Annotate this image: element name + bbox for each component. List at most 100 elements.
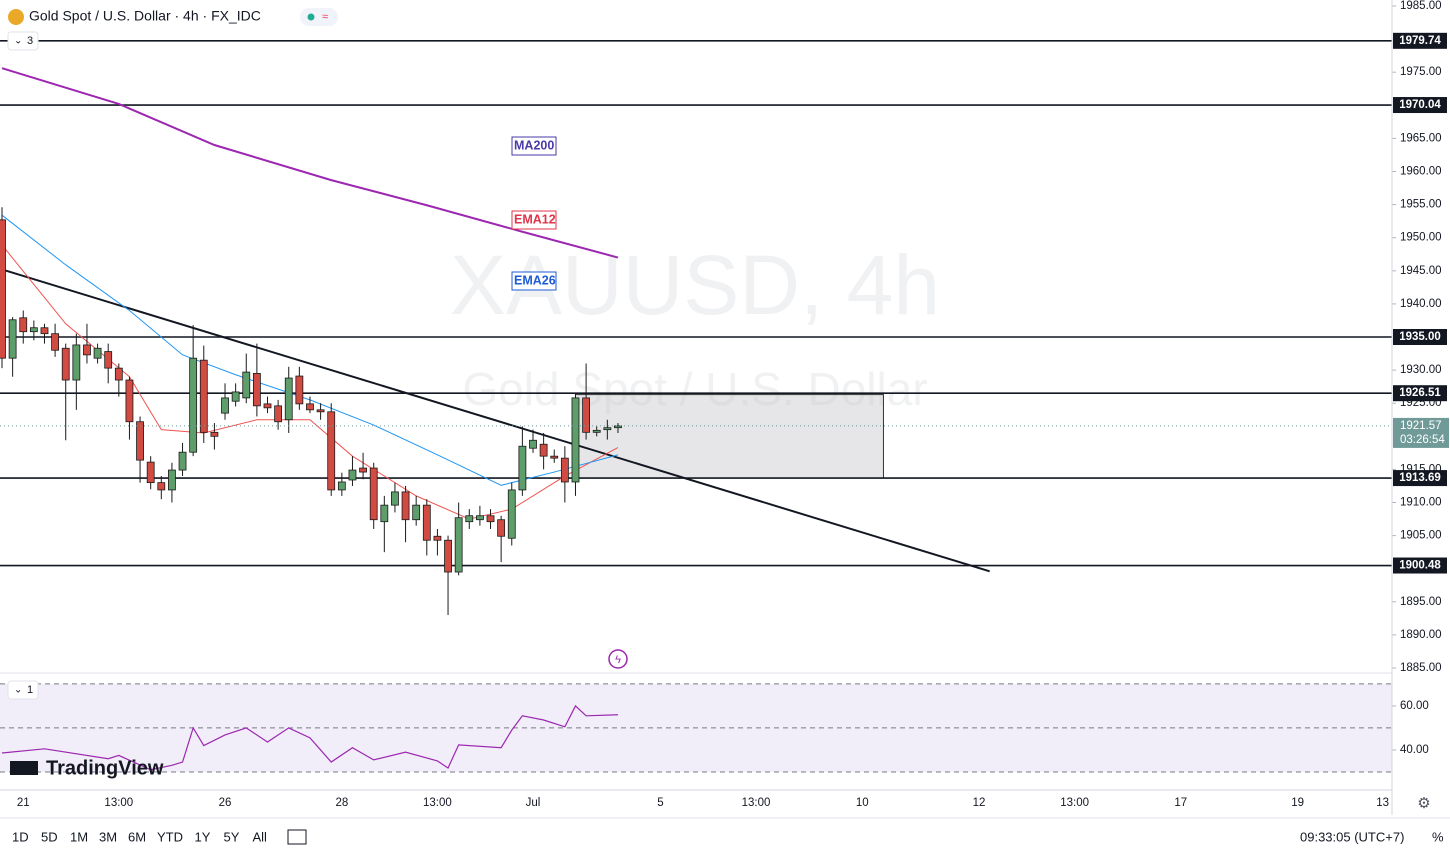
status-dot [307, 13, 315, 21]
x-tick-label: 12 [973, 797, 986, 809]
rsi-count: 1 [27, 684, 33, 696]
legend-box [511, 271, 557, 291]
candle-body [295, 375, 304, 405]
candle-body [529, 439, 537, 449]
watermark-sub: Gold Spot / U.S. Dollar [462, 363, 927, 415]
status-pill [300, 8, 338, 26]
level-label: 1935.00 [1399, 331, 1441, 343]
candle-body [93, 347, 102, 359]
candle-body [614, 425, 622, 429]
x-tick-label: 26 [219, 797, 232, 809]
candle-body [359, 467, 367, 473]
candle-body [380, 504, 389, 523]
candle-body [274, 405, 283, 423]
trend-line [1, 268, 990, 573]
event-icon[interactable] [608, 649, 628, 669]
candle-body [242, 371, 251, 399]
legend-label: EMA26 [514, 273, 556, 287]
range-button[interactable]: 1D [12, 829, 29, 844]
range-button[interactable]: 5D [41, 829, 58, 844]
status-icon: ≈ [322, 11, 328, 23]
range-button[interactable]: 6M [128, 829, 146, 844]
calendar-icon[interactable] [287, 829, 307, 845]
indicator-toggle[interactable] [7, 31, 39, 51]
range-button[interactable]: 1Y [195, 829, 211, 844]
x-tick-label: 28 [335, 797, 348, 809]
legend-label: MA200 [514, 138, 554, 152]
candle-body [40, 327, 49, 335]
range-button[interactable]: YTD [157, 829, 183, 844]
candle-body [337, 481, 346, 491]
x-tick-label: 13:00 [1060, 797, 1089, 809]
level-tag [1393, 470, 1447, 487]
settings-icon[interactable]: ⚙ [1417, 795, 1430, 812]
header: Gold Spot / U.S. Dollar · 4h · FX_IDC ≈ … [7, 8, 1431, 812]
candle-body [391, 491, 399, 506]
candle-body [114, 367, 123, 381]
candle-body [603, 427, 612, 431]
clock: 09:33:05 (UTC+7) [1300, 829, 1404, 844]
x-tick-label: 21 [17, 797, 30, 809]
candle-body [72, 344, 81, 381]
indicator-line [1, 67, 619, 259]
candle-body [518, 445, 527, 491]
y-tick-label: 1895.00 [1400, 596, 1442, 608]
candle-body [252, 373, 261, 407]
candle-body [327, 411, 336, 491]
percent-toggle[interactable]: % [1432, 829, 1444, 844]
level-label: 1926.51 [1399, 387, 1441, 399]
candle-body [284, 377, 293, 421]
y-tick-label: 1985.00 [1400, 0, 1442, 12]
candle-body [0, 219, 6, 359]
chevron: ⌄ [14, 685, 22, 696]
symbol-title: Gold Spot / U.S. Dollar · 4h · FX_IDC [29, 8, 261, 24]
range-button[interactable]: 3M [99, 829, 117, 844]
candle-body [507, 489, 516, 539]
legend-box [511, 136, 557, 156]
x-tick-label: 13 [1376, 797, 1389, 809]
candle-body [422, 504, 431, 541]
candle-body [539, 443, 548, 457]
brand: TradingView [46, 757, 164, 779]
level-tag [1393, 557, 1447, 574]
y-tick-label: 1945.00 [1400, 265, 1442, 277]
level-tag [1393, 329, 1447, 345]
candle-body [412, 504, 421, 521]
last-price-label: 1921.57 [1400, 420, 1442, 432]
candle-body [125, 379, 134, 423]
y-tick-label: 1950.00 [1400, 232, 1442, 244]
rsi-pane [0, 683, 1392, 773]
y-tick-label: 1960.00 [1400, 166, 1442, 178]
x-tick-label: 13:00 [742, 797, 771, 809]
event-glyph: ϟ [615, 654, 621, 666]
x-tick-label: 19 [1291, 797, 1304, 809]
candle-body [582, 397, 590, 433]
brand-logo [10, 761, 38, 775]
candle-body [221, 397, 229, 414]
countdown: 03:26:54 [1400, 434, 1445, 446]
y-tick-label: 1885.00 [1400, 662, 1442, 674]
candle-body [51, 333, 59, 351]
range-button[interactable]: 5Y [224, 829, 240, 844]
level-tag [1393, 385, 1447, 402]
rsi-toggle[interactable] [7, 680, 39, 700]
candle-body [8, 319, 17, 359]
range-button[interactable]: All [253, 829, 268, 844]
level-label: 1970.04 [1399, 99, 1441, 111]
candle-body [199, 359, 208, 433]
candle-body [263, 403, 272, 409]
axes: 1985.001975.001965.001960.001955.001950.… [17, 0, 1449, 809]
x-tick-label: 10 [856, 797, 869, 809]
candle-body [454, 517, 463, 573]
range-button[interactable]: 1M [70, 829, 88, 844]
candle-body [61, 347, 70, 381]
y-tick-label: 1965.00 [1400, 132, 1442, 144]
rsi-tick-label: 40.00 [1400, 744, 1429, 756]
candle-body [486, 515, 495, 523]
x-tick-label: Jul [526, 797, 541, 809]
zone-box [574, 394, 884, 479]
toolbar: 09:33:05 (UTC+7) % 1D 5D 1M 3M 6M YTD 1Y 5Y All [12, 829, 1444, 845]
candle-body [178, 451, 187, 471]
